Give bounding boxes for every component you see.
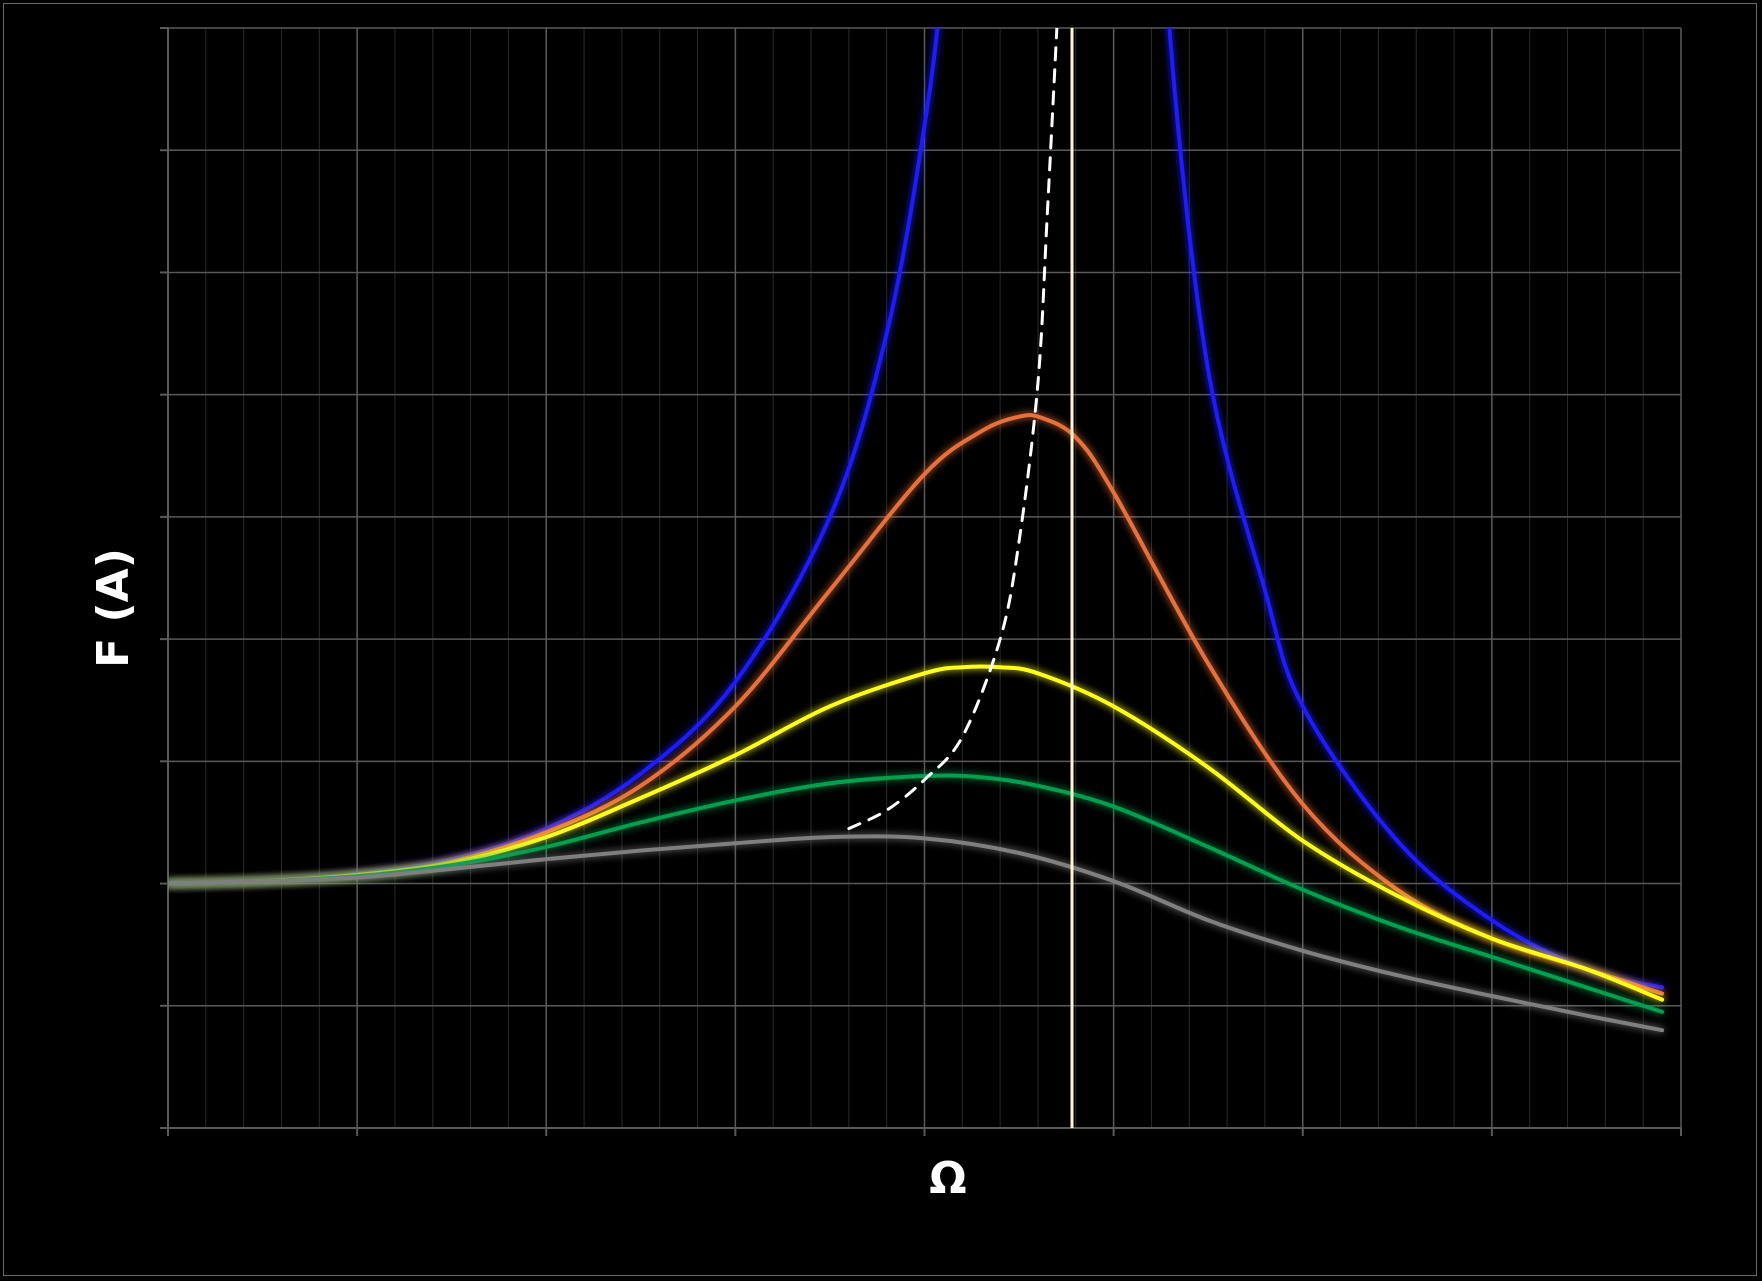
axis-ticks (160, 27, 1682, 1136)
series-2-line-0 (168, 664, 1665, 1002)
series-group (168, 28, 1665, 1128)
major-gridlines (167, 27, 1682, 1129)
series-0-line-1 (1167, 28, 1665, 990)
series-5-line-0 (847, 28, 1059, 831)
series-0-line-0 (168, 28, 940, 886)
y-axis-title: F (A) (88, 548, 139, 668)
series-1-line-0 (168, 413, 1665, 996)
series-4-line-0 (168, 834, 1665, 1033)
series-3-line-0 (168, 773, 1665, 1014)
x-axis-title: Ω (929, 1153, 966, 1204)
